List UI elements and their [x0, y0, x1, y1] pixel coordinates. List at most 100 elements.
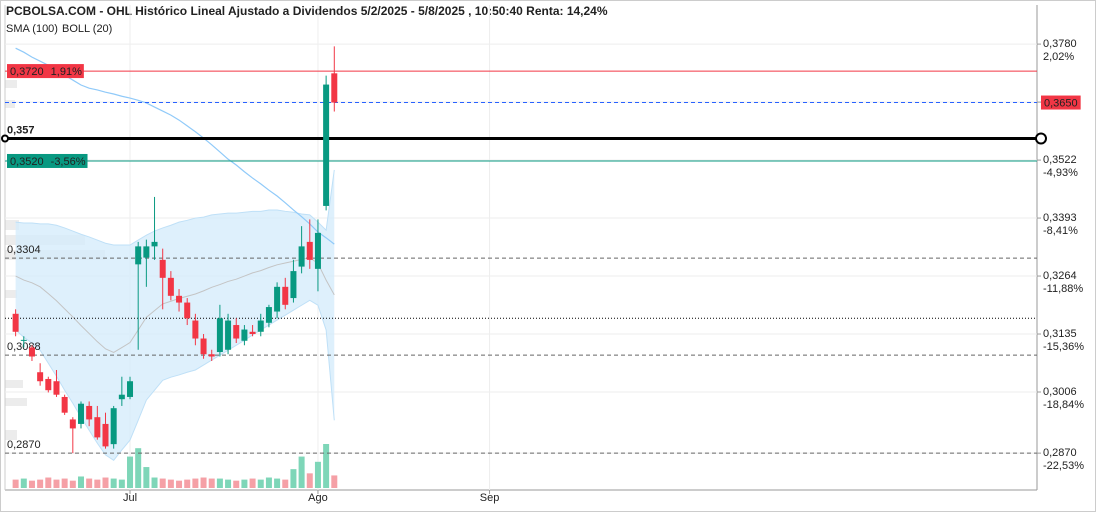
boll-middle — [15, 257, 335, 354]
line-handle — [1035, 132, 1047, 145]
price-label: 0,3520 — [10, 156, 44, 168]
volume-bar — [151, 477, 158, 488]
boll-lower — [15, 299, 335, 462]
volume-bar — [225, 479, 232, 488]
candle-body — [200, 338, 207, 355]
y-tick-label: 0,3780 — [1043, 38, 1077, 50]
price-label: 0,3720 — [10, 66, 44, 78]
volume-bar — [28, 480, 35, 488]
volume-bar — [233, 480, 240, 488]
candle-body — [94, 417, 101, 438]
line-handle — [1, 134, 9, 143]
candle-body — [192, 320, 199, 339]
volume-bar — [290, 469, 297, 488]
candle-body — [298, 246, 305, 267]
candle-body — [102, 423, 109, 447]
price-label-box — [1041, 95, 1081, 110]
volume-bar — [77, 476, 84, 488]
volume-bar — [143, 467, 150, 488]
boll-band — [15, 169, 335, 461]
volume-bar — [216, 478, 223, 488]
chart-title: PCBOLSA.COM - OHL Histórico Lineal Ajust… — [6, 4, 608, 18]
volume-bar — [306, 473, 313, 488]
candle-body — [290, 271, 297, 299]
candle-body — [241, 329, 248, 341]
candle-body — [225, 320, 232, 350]
price-label: 0,3304 — [7, 244, 41, 256]
y-tick-label: 0,3006 — [1043, 386, 1077, 398]
y-tick-label: 0,3522 — [1043, 154, 1077, 166]
y-tick-change: -8,41% — [1043, 225, 1078, 237]
candle-body — [265, 307, 272, 323]
volume-bar — [331, 475, 338, 488]
legend-sma: SMA (100) — [6, 23, 58, 35]
volume-bar — [20, 478, 27, 488]
y-tick-change: -11,88% — [1043, 283, 1083, 295]
volume-bar — [282, 479, 289, 488]
candle-body — [282, 286, 289, 305]
y-tick-change: -15,36% — [1043, 341, 1084, 353]
volume-bar — [61, 478, 68, 488]
candle-body — [12, 313, 19, 332]
candle-body — [143, 246, 150, 258]
y-tick-label: 0,3135 — [1043, 328, 1077, 340]
volume-bar — [265, 477, 272, 488]
volume-bar — [127, 456, 134, 488]
candle-body — [135, 246, 142, 265]
candle-body — [176, 295, 183, 303]
candle-body — [159, 259, 166, 278]
candle-body — [28, 347, 35, 357]
y-tick-label: 0,2870 — [1043, 447, 1077, 459]
volume-bar — [118, 479, 125, 488]
y-tick-change: -18,84% — [1043, 399, 1084, 411]
x-tick-label: Sep — [480, 492, 500, 504]
volume-bar — [192, 478, 199, 488]
candle-body — [257, 320, 264, 332]
volume-bar — [323, 444, 330, 488]
candle-body — [37, 372, 44, 382]
y-tick-change: 2,02% — [1043, 51, 1074, 63]
candle-body — [233, 325, 240, 339]
candle-body — [167, 277, 174, 296]
volume-bar — [167, 479, 174, 488]
candle-body — [249, 331, 256, 335]
volume-bar — [12, 479, 19, 488]
candle-body — [314, 232, 321, 269]
volume-bar — [45, 477, 52, 488]
volume-bar — [86, 478, 93, 488]
price-label: 0,357 — [7, 124, 35, 136]
volume-bar — [184, 479, 191, 488]
volume-bar — [69, 480, 76, 488]
price-label: 0,2870 — [7, 439, 41, 451]
volume-bar — [274, 478, 281, 488]
candle-body — [274, 286, 281, 312]
volume-bar — [298, 456, 305, 488]
boll-upper — [15, 169, 335, 246]
candle-body — [77, 403, 84, 424]
price-change-label: -3,56% — [51, 156, 86, 168]
price-label-box — [7, 153, 88, 168]
volume-bar — [249, 478, 256, 488]
candle-body — [151, 241, 158, 247]
candle-body — [69, 419, 76, 429]
price-label: 0,3650 — [1044, 97, 1078, 109]
candle-body — [127, 381, 134, 397]
candle-body — [20, 339, 27, 341]
y-tick-change: -22,53% — [1043, 460, 1084, 472]
candle-body — [53, 381, 60, 395]
candle-body — [45, 378, 52, 391]
candle-body — [323, 84, 330, 206]
candle-body — [61, 396, 68, 413]
candle-body — [184, 302, 191, 319]
y-tick-change: -4,93% — [1043, 167, 1078, 179]
candle-body — [331, 73, 338, 103]
candle-body — [110, 408, 117, 445]
volume-bar — [200, 477, 207, 488]
x-tick-label: Jul — [123, 492, 137, 504]
volume-bar — [110, 478, 117, 488]
y-tick-label: 0,3264 — [1043, 270, 1077, 282]
legend-boll: BOLL (20) — [62, 23, 112, 35]
price-change-label: 1,91% — [51, 66, 82, 78]
volume-bar — [314, 461, 321, 488]
